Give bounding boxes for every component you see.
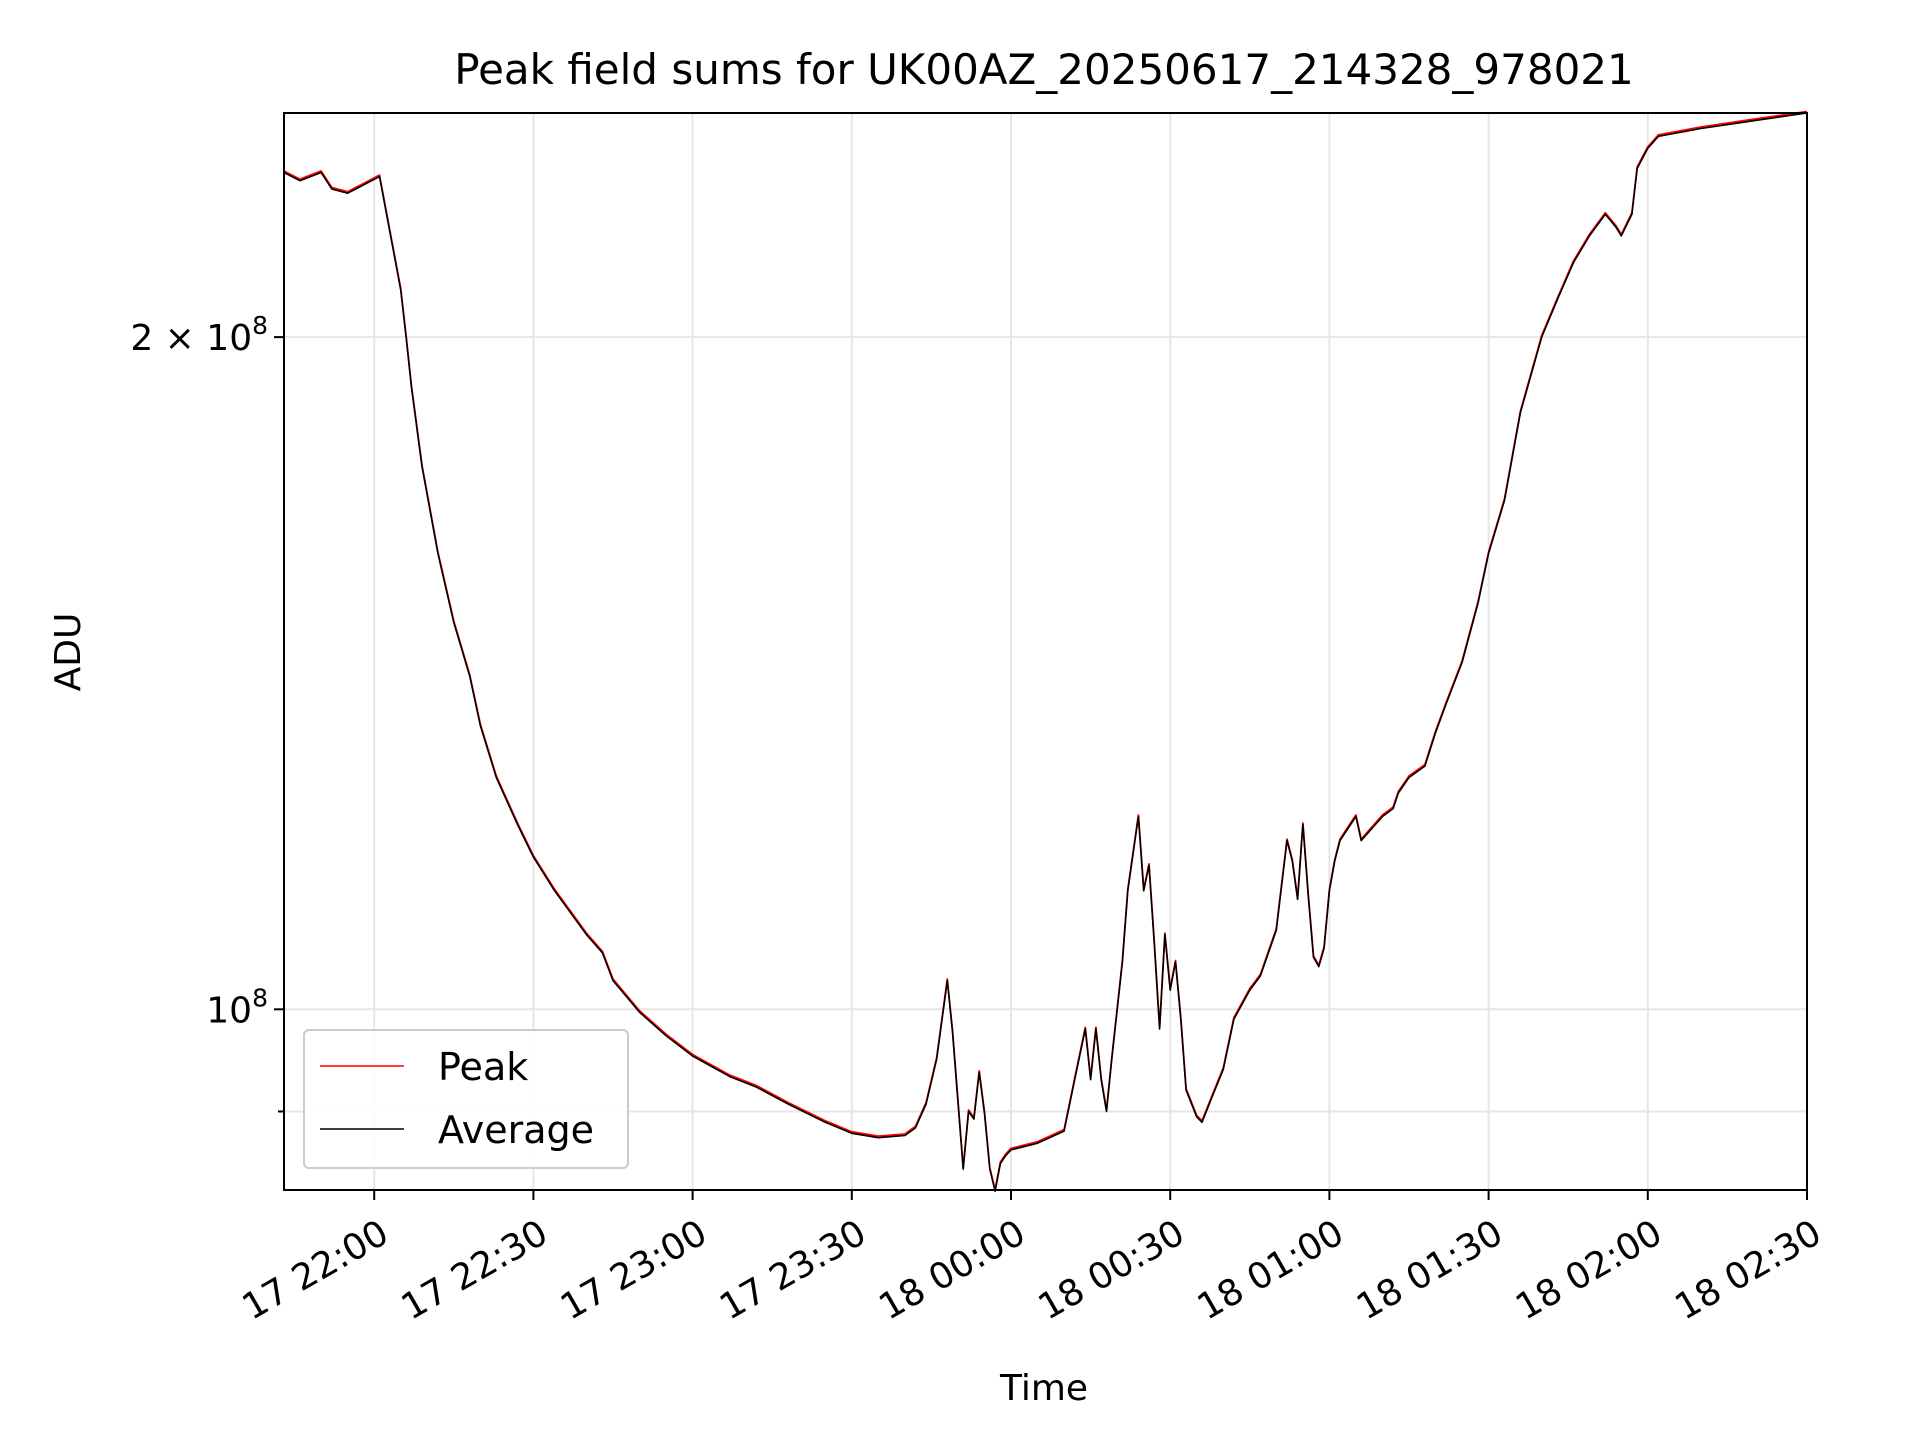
chart-title: Peak field sums for UK00AZ_20250617_2143…	[454, 45, 1633, 94]
y-tick-label-base: 2 × 10	[130, 318, 252, 359]
y-axis-label: ADU	[48, 613, 89, 692]
y-tick-label-base: 10	[206, 990, 252, 1031]
plot-frame	[283, 112, 1808, 1191]
legend-average-label: Average	[438, 1108, 594, 1152]
y-tick-label-exponent: 8	[252, 983, 268, 1012]
y-tick-label: 108	[206, 983, 268, 1031]
series-lines	[283, 110, 1808, 1192]
y-tick-label-exponent: 8	[252, 311, 268, 340]
series-average-line	[283, 112, 1808, 1192]
y-tick-label: 2 × 108	[130, 311, 268, 359]
legend: Peak Average	[303, 1029, 629, 1169]
x-axis-label: Time	[999, 1368, 1088, 1409]
legend-peak-label: Peak	[438, 1045, 528, 1089]
legend-box	[303, 1029, 629, 1169]
